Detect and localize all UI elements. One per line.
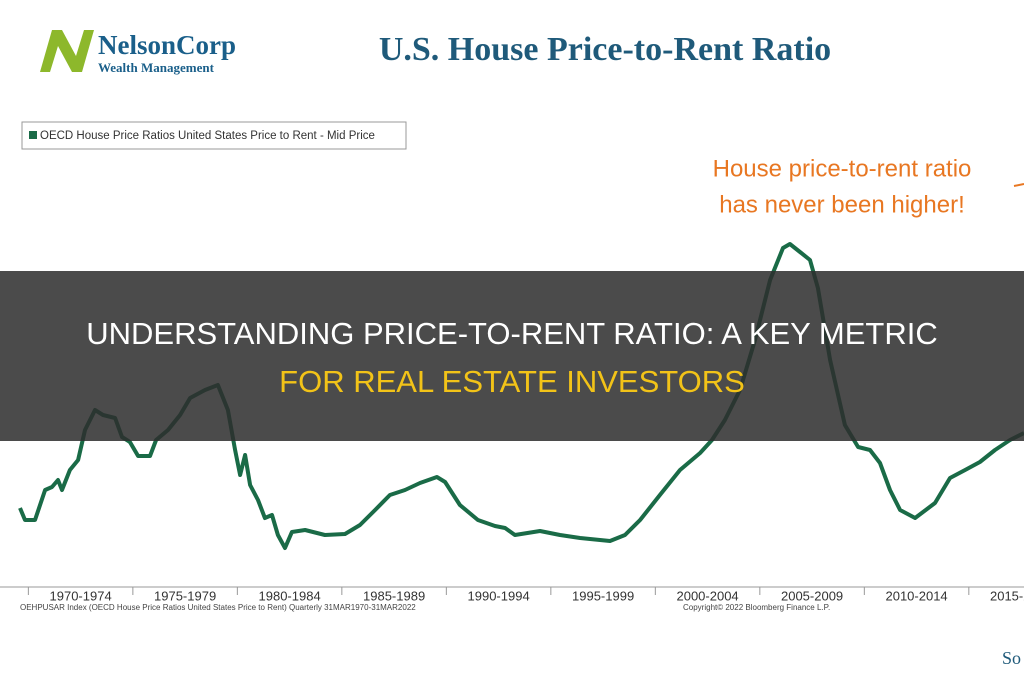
banner-band bbox=[0, 271, 1024, 441]
x-tick-label: 2005-2009 bbox=[781, 588, 843, 603]
source-label: So bbox=[1002, 648, 1021, 668]
banner: UNDERSTANDING PRICE-TO-RENT RATIO: A KEY… bbox=[0, 271, 1024, 441]
x-tick-label: 1985-1989 bbox=[363, 588, 425, 603]
annotation-arrow bbox=[1013, 183, 1024, 187]
plot: 1970-1974 1975-1979 1980-1984 1985-1989 1990… bbox=[0, 242, 1024, 603]
logo-tagline: Wealth Management bbox=[98, 60, 215, 75]
footnote: OEHPUSAR Index (OECD House Price Ratios … bbox=[20, 603, 416, 612]
x-tick-label: 1990-1994 bbox=[468, 588, 530, 603]
x-tick-label: 2015-2019 bbox=[990, 588, 1024, 603]
logo-name: NelsonCorp bbox=[98, 30, 236, 60]
banner-line: UNDERSTANDING PRICE-TO-RENT RATIO: A KEY… bbox=[86, 316, 937, 351]
footnote: Copyright© 2022 Bloomberg Finance L.P. bbox=[683, 603, 830, 612]
chart-title: U.S. House Price-to-Rent Ratio bbox=[379, 31, 831, 68]
banner-line: FOR REAL ESTATE INVESTORS bbox=[279, 364, 745, 399]
x-tick-label: 2010-2014 bbox=[885, 588, 947, 603]
x-tick-label: 1995-1999 bbox=[572, 588, 634, 603]
annotation: has never been higher! bbox=[719, 191, 965, 218]
x-tick-label: 1970-1974 bbox=[50, 588, 112, 603]
x-tick-label: 1975-1979 bbox=[154, 588, 216, 603]
legend-entry: OECD House Price Ratios United States Pr… bbox=[40, 130, 375, 142]
annotation: House price-to-rent ratio bbox=[713, 155, 972, 182]
x-tick-label: 1980-1984 bbox=[259, 588, 321, 603]
legend-swatch bbox=[29, 131, 37, 139]
logo: NelsonCorp Wealth Management bbox=[40, 30, 236, 75]
legend-box bbox=[21, 121, 407, 150]
x-tick-label: 2000-2004 bbox=[676, 588, 738, 603]
logo-mark bbox=[40, 30, 94, 72]
